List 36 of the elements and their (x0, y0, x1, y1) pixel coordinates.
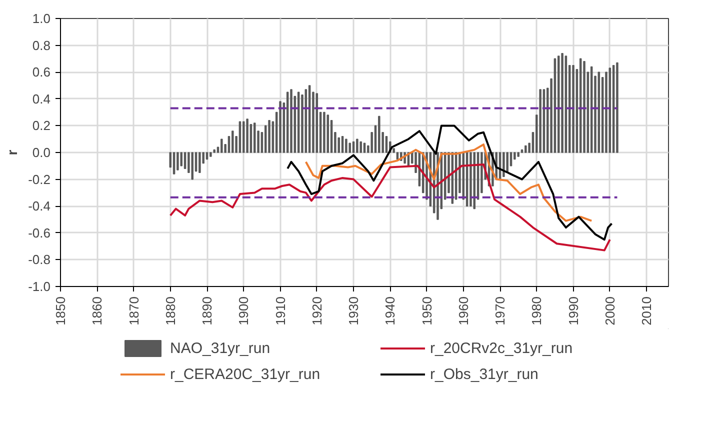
x-tick-label: 1970 (492, 296, 508, 326)
line-series (286, 124, 613, 241)
legend-label: NAO_31yr_run (170, 340, 272, 356)
legend-label: r_Obs_31yr_run (430, 366, 540, 382)
line-series (304, 143, 593, 222)
legend-label: r_CERA20C_31yr_run (170, 366, 322, 382)
y-tick-label: -0.2 (28, 172, 51, 187)
y-tick-label: 0.4 (32, 91, 51, 106)
x-tick-label: 1960 (456, 296, 471, 326)
x-tick-label: 2010 (639, 296, 654, 326)
x-tick-label: 1990 (566, 296, 581, 326)
x-tick-label: 1860 (90, 296, 105, 326)
y-tick-label: 0.8 (32, 38, 51, 53)
y-tick-label: -0.4 (28, 198, 51, 214)
x-tick-label: 1850 (53, 296, 68, 326)
y-tick-label: 1.0 (32, 11, 51, 26)
x-tick-label: 1890 (200, 296, 215, 326)
x-tick-label: 1920 (309, 296, 324, 326)
x-tick-label: 1930 (346, 296, 362, 326)
x-tick-label: 2000 (602, 296, 618, 326)
line-series (169, 164, 611, 252)
y-tick-label: 0.2 (32, 118, 51, 134)
y-tick-label: 0.6 (32, 64, 51, 80)
x-tick-label: 1950 (419, 296, 434, 326)
y-tick-label: -0.6 (28, 225, 51, 240)
x-tick-label: 1870 (126, 296, 142, 326)
y-tick-label: 0.0 (32, 145, 51, 160)
y-tick-label: -1.0 (28, 279, 51, 294)
x-tick-label: 1900 (236, 296, 252, 326)
x-tick-label: 1940 (382, 296, 398, 326)
y-tick-label: -0.8 (28, 252, 51, 268)
legend-label: r_20CRv2c_31yr_run (430, 340, 574, 356)
y-axis-title: r (4, 149, 20, 156)
x-tick-label: 1910 (272, 296, 288, 326)
x-tick-label: 1980 (529, 296, 544, 326)
x-tick-label: 1880 (162, 296, 178, 326)
